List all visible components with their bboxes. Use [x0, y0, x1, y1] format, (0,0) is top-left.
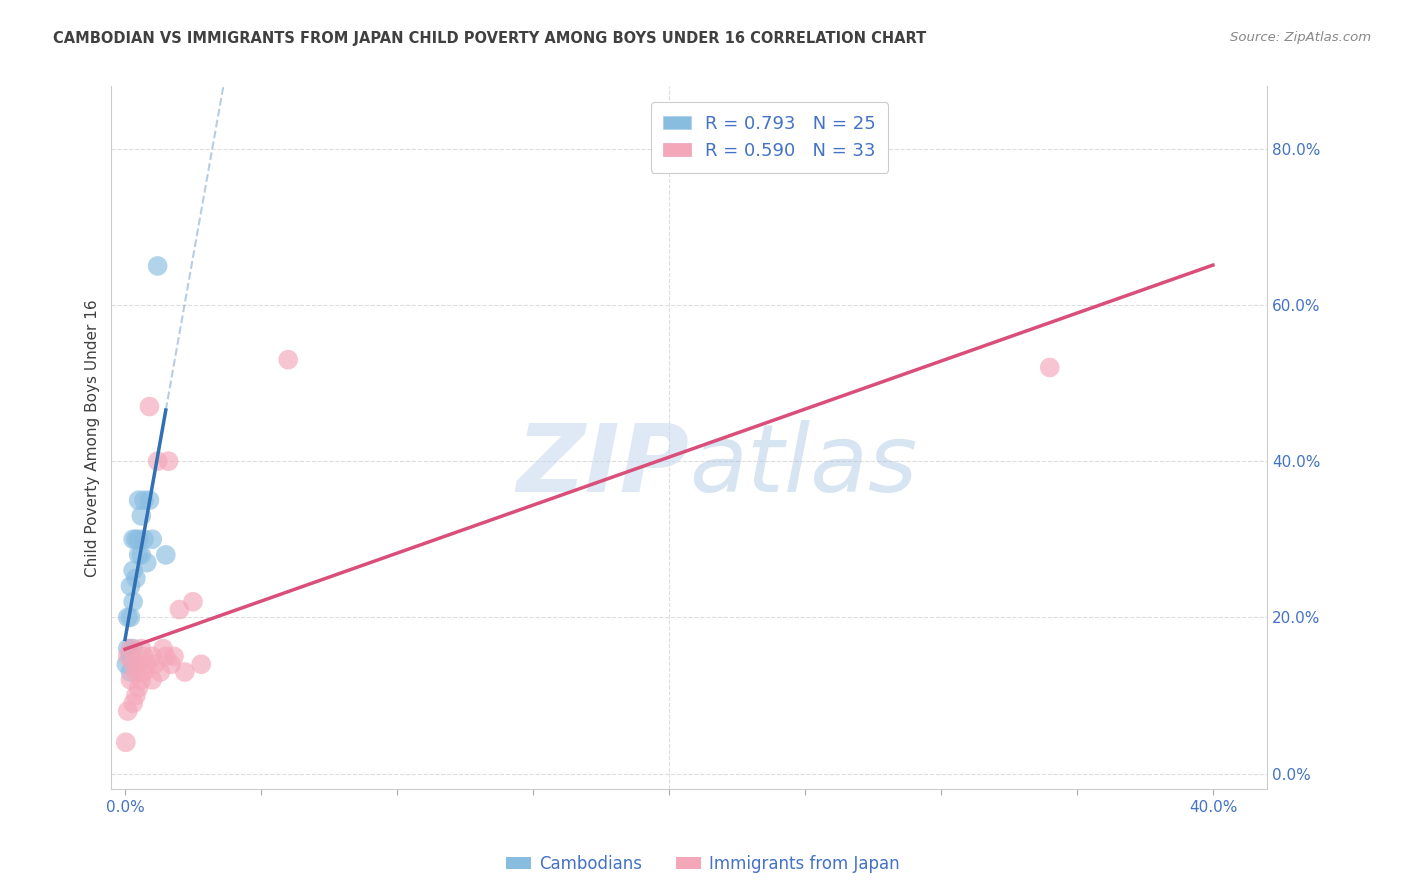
Point — [181, 595, 204, 609]
Point — [131, 548, 153, 562]
Point — [141, 533, 163, 547]
Point — [128, 657, 150, 672]
Point — [114, 735, 136, 749]
Point — [131, 641, 153, 656]
Point — [120, 649, 142, 664]
Text: atlas: atlas — [689, 420, 918, 511]
Legend: Cambodians, Immigrants from Japan: Cambodians, Immigrants from Japan — [499, 848, 907, 880]
Point — [122, 564, 145, 578]
Point — [132, 665, 155, 679]
Point — [117, 704, 139, 718]
Point — [120, 610, 142, 624]
Point — [117, 610, 139, 624]
Point — [125, 571, 148, 585]
Point — [155, 649, 177, 664]
Point — [115, 657, 138, 672]
Legend: R = 0.793   N = 25, R = 0.590   N = 33: R = 0.793 N = 25, R = 0.590 N = 33 — [651, 103, 889, 173]
Text: Source: ZipAtlas.com: Source: ZipAtlas.com — [1230, 31, 1371, 45]
Point — [149, 665, 172, 679]
Point — [131, 508, 153, 523]
Point — [125, 689, 148, 703]
Point — [157, 454, 180, 468]
Point — [146, 454, 169, 468]
Point — [120, 673, 142, 687]
Y-axis label: Child Poverty Among Boys Under 16: Child Poverty Among Boys Under 16 — [86, 299, 100, 576]
Point — [122, 641, 145, 656]
Point — [135, 657, 157, 672]
Point — [125, 533, 148, 547]
Point — [125, 665, 148, 679]
Point — [152, 641, 174, 656]
Point — [117, 641, 139, 656]
Point — [160, 657, 183, 672]
Point — [141, 649, 163, 664]
Point — [122, 657, 145, 672]
Point — [128, 548, 150, 562]
Text: CAMBODIAN VS IMMIGRANTS FROM JAPAN CHILD POVERTY AMONG BOYS UNDER 16 CORRELATION: CAMBODIAN VS IMMIGRANTS FROM JAPAN CHILD… — [53, 31, 927, 46]
Point — [135, 556, 157, 570]
Point — [141, 673, 163, 687]
Point — [122, 696, 145, 710]
Text: ZIP: ZIP — [516, 420, 689, 512]
Point — [128, 681, 150, 695]
Point — [132, 493, 155, 508]
Point — [122, 595, 145, 609]
Point — [128, 533, 150, 547]
Point — [120, 579, 142, 593]
Point — [143, 657, 166, 672]
Point — [117, 649, 139, 664]
Point — [169, 602, 191, 616]
Point — [138, 400, 160, 414]
Point — [138, 493, 160, 508]
Point — [277, 352, 299, 367]
Point — [155, 548, 177, 562]
Point — [1039, 360, 1062, 375]
Point — [131, 673, 153, 687]
Point — [190, 657, 212, 672]
Point — [173, 665, 195, 679]
Point — [120, 641, 142, 656]
Point — [128, 493, 150, 508]
Point — [132, 649, 155, 664]
Point — [146, 259, 169, 273]
Point — [132, 533, 155, 547]
Point — [120, 665, 142, 679]
Point — [163, 649, 186, 664]
Point — [122, 533, 145, 547]
